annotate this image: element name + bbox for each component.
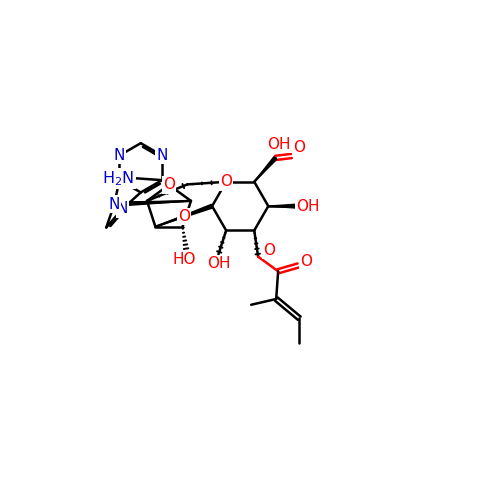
Text: O: O: [263, 243, 275, 258]
Text: HO: HO: [172, 252, 196, 266]
Text: OH: OH: [296, 198, 320, 214]
Text: N: N: [117, 202, 128, 216]
Polygon shape: [254, 156, 277, 182]
Text: O: O: [178, 209, 190, 224]
Text: O: O: [294, 140, 306, 154]
Polygon shape: [156, 204, 213, 227]
Text: H$_2$N: H$_2$N: [102, 169, 134, 188]
Polygon shape: [268, 204, 296, 208]
Text: N: N: [156, 148, 168, 163]
Text: O: O: [220, 174, 232, 190]
Text: N: N: [114, 148, 125, 163]
Text: OH: OH: [206, 256, 230, 272]
Text: O: O: [300, 254, 312, 269]
Text: O: O: [163, 178, 175, 192]
Text: N: N: [108, 196, 120, 212]
Text: OH: OH: [268, 137, 291, 152]
Polygon shape: [114, 201, 191, 206]
